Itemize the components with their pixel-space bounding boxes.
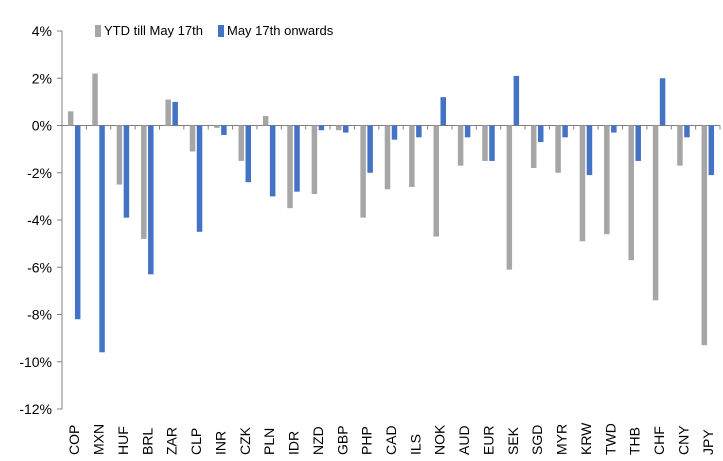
bar-onwards-cop — [74, 125, 81, 320]
bar-onwards-myr — [562, 125, 568, 138]
bar-onwards-aud — [464, 125, 471, 138]
bar-ytd-nzd — [311, 125, 318, 195]
bar-ytd-twd — [604, 125, 610, 235]
legend-swatch — [218, 25, 224, 37]
bar-onwards-cny — [684, 125, 690, 138]
bar-ytd-krw — [579, 125, 586, 242]
y-tick-label: -10% — [19, 354, 52, 370]
category-label: MXN — [91, 424, 107, 455]
y-tick-label: -4% — [27, 212, 52, 228]
category-label: SGD — [529, 425, 545, 455]
bar-ytd-cad — [384, 125, 391, 190]
y-tick-label: -12% — [19, 401, 52, 417]
bar-onwards-php — [367, 125, 373, 173]
category-label: AUD — [456, 425, 472, 455]
bar-ytd-idr — [287, 125, 293, 209]
category-label: NOK — [432, 424, 448, 455]
bar-onwards-huf — [123, 125, 130, 218]
category-label: ZAR — [164, 427, 180, 455]
legend-swatch — [95, 25, 101, 37]
category-label: CAD — [383, 425, 399, 455]
bar-onwards-nok — [440, 97, 446, 126]
category-label: TWD — [602, 423, 618, 455]
category-label: BRL — [139, 428, 155, 455]
bar-ytd-sek — [506, 125, 513, 270]
bar-ytd-czk — [238, 125, 245, 161]
bar-ytd-clp — [189, 125, 196, 152]
bar-onwards-clp — [196, 125, 203, 232]
bar-onwards-pln — [269, 125, 276, 197]
bar-onwards-chf — [659, 78, 666, 126]
bar-onwards-jpy — [708, 125, 715, 176]
category-label: CHF — [651, 426, 667, 455]
bar-onwards-krw — [586, 125, 593, 176]
bar-ytd-inr — [214, 125, 220, 128]
bar-onwards-eur — [489, 125, 495, 161]
bar-ytd-eur — [482, 125, 488, 161]
category-label: HUF — [115, 426, 131, 455]
legend-label: May 17th onwards — [227, 23, 334, 38]
bar-onwards-brl — [148, 125, 154, 275]
category-label: CZK — [237, 426, 253, 455]
category-label: SEK — [505, 426, 521, 455]
bar-ytd-cop — [67, 111, 74, 126]
bar-ytd-zar — [165, 99, 171, 126]
bar-onwards-czk — [245, 125, 252, 183]
y-tick-label: -8% — [27, 307, 52, 323]
category-label: KRW — [578, 422, 594, 455]
category-label: MYR — [554, 424, 570, 455]
bar-onwards-ils — [416, 125, 422, 138]
y-tick-label: 4% — [32, 23, 52, 39]
category-label: PLN — [261, 428, 277, 455]
bar-ytd-thb — [628, 125, 634, 261]
bar-onwards-cad — [391, 125, 398, 140]
category-label: GBP — [334, 425, 350, 455]
bar-ytd-gbp — [336, 125, 342, 131]
bar-ytd-jpy — [701, 125, 708, 346]
category-label: COP — [66, 425, 82, 455]
bar-ytd-php — [360, 125, 366, 218]
bar-onwards-thb — [635, 125, 641, 161]
legend-label: YTD till May 17th — [104, 23, 203, 38]
bar-onwards-mxn — [99, 125, 105, 353]
category-label: IDR — [286, 431, 302, 455]
category-label: INR — [212, 431, 228, 455]
bar-onwards-sgd — [537, 125, 544, 143]
bar-ytd-ils — [409, 125, 415, 187]
bar-ytd-huf — [116, 125, 123, 185]
bar-ytd-aud — [457, 125, 464, 166]
bar-ytd-mxn — [92, 73, 98, 126]
y-tick-label: 0% — [32, 118, 52, 134]
y-tick-label: -2% — [27, 165, 52, 181]
bar-ytd-cny — [677, 125, 683, 166]
category-label: THB — [627, 427, 643, 455]
category-label: JPY — [700, 429, 716, 455]
bar-onwards-idr — [294, 125, 300, 192]
bar-ytd-nok — [433, 125, 439, 237]
bar-onwards-zar — [172, 101, 178, 126]
y-tick-label: 2% — [32, 70, 52, 86]
bar-onwards-nzd — [318, 125, 325, 131]
category-label: EUR — [480, 425, 496, 455]
bar-onwards-twd — [611, 125, 617, 133]
bar-ytd-brl — [141, 125, 147, 239]
category-label: CNY — [675, 425, 691, 455]
bar-ytd-chf — [652, 125, 659, 301]
category-label: NZD — [310, 426, 326, 455]
category-label: PHP — [359, 426, 375, 455]
bar-onwards-sek — [513, 75, 520, 126]
category-label: CLP — [188, 428, 204, 455]
bar-onwards-inr — [221, 125, 227, 135]
y-tick-label: -6% — [27, 259, 52, 275]
bar-onwards-gbp — [343, 125, 349, 133]
bar-ytd-sgd — [530, 125, 537, 169]
category-label: ILS — [407, 434, 423, 455]
bar-ytd-myr — [555, 125, 561, 173]
bar-ytd-pln — [262, 116, 269, 126]
